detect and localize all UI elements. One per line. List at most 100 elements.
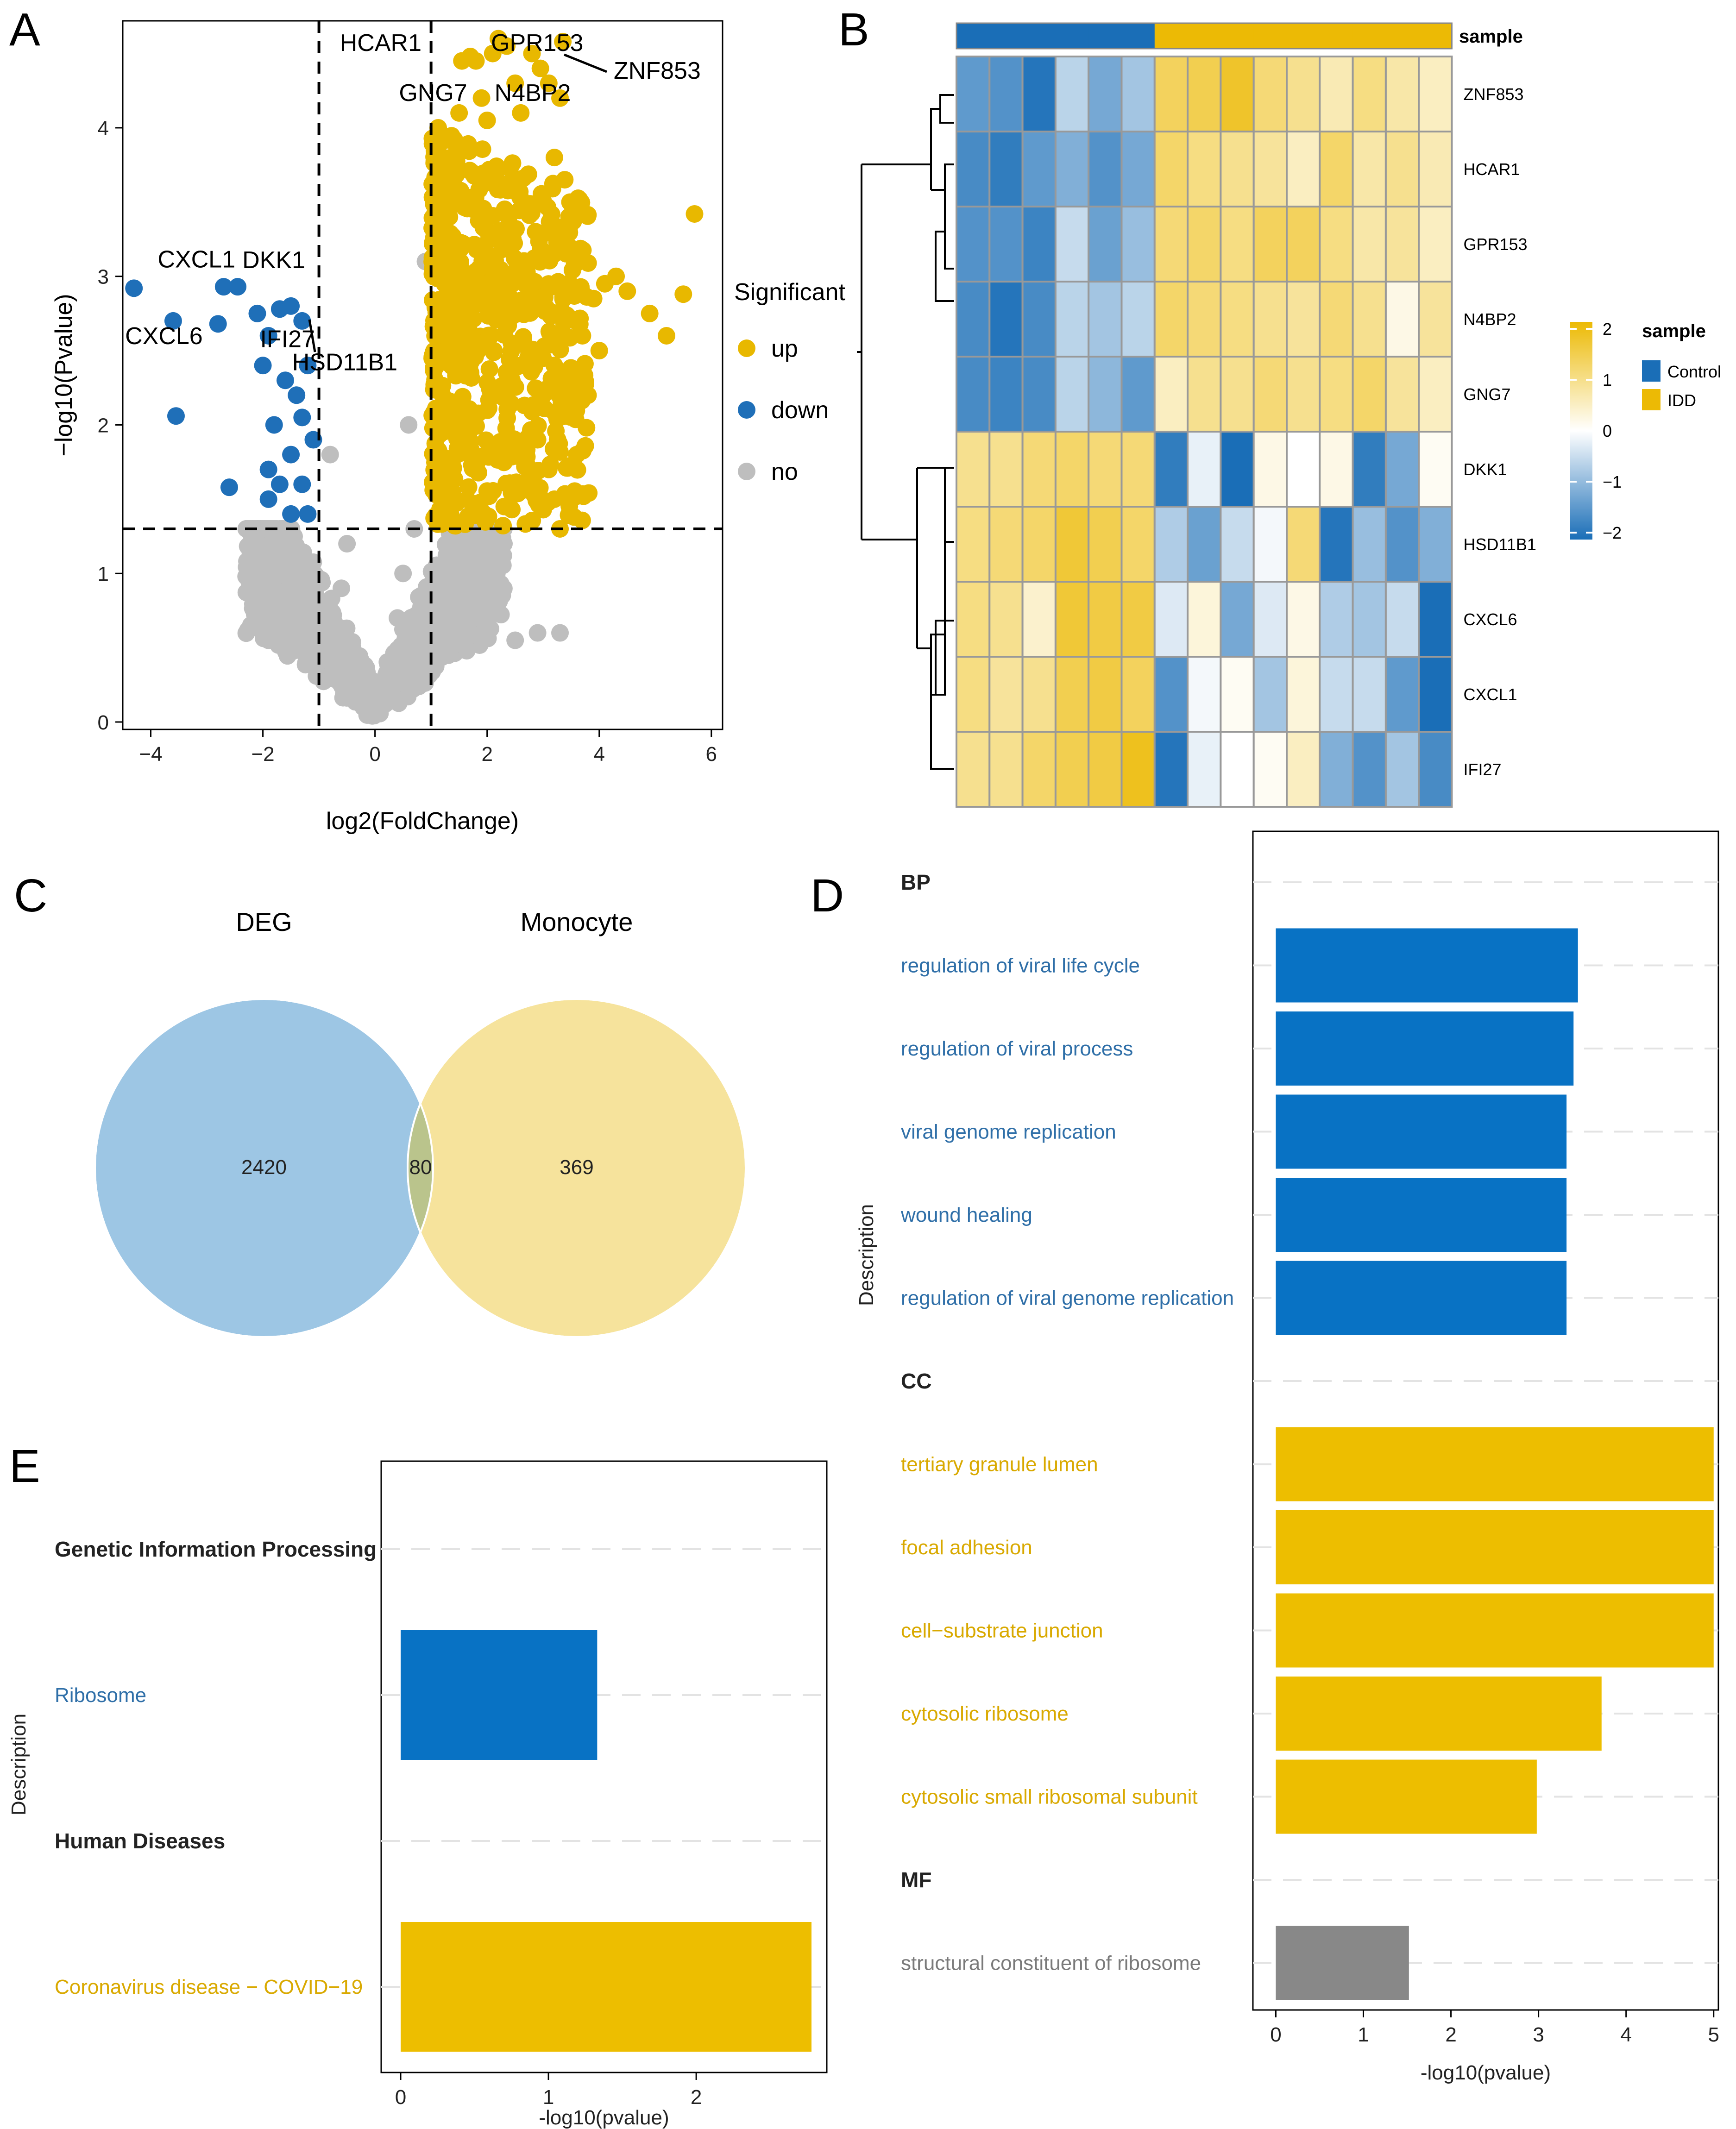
threshold-lines	[123, 21, 723, 729]
heatmap-cell	[1054, 431, 1090, 508]
up-point	[456, 280, 474, 298]
heatmap-cell	[1153, 281, 1189, 358]
heatmap-cell	[1252, 506, 1288, 583]
heatmap-cell	[1088, 656, 1123, 733]
up-point	[480, 360, 498, 378]
heatmap-cell	[1418, 281, 1453, 358]
heatmap-cell	[1286, 581, 1321, 658]
no-point	[470, 592, 488, 610]
up-point	[512, 104, 530, 122]
annotation-cell	[1188, 23, 1221, 49]
up-point	[429, 414, 447, 433]
heatmap-cell	[1088, 356, 1123, 433]
scale-tick-label: 0	[1603, 421, 1612, 440]
down-point	[209, 315, 227, 333]
down-point	[276, 371, 294, 389]
up-point	[540, 460, 558, 478]
heatmap-cell	[1286, 281, 1321, 358]
up-point	[453, 234, 472, 252]
heatmap-cell	[1418, 581, 1453, 658]
up-point	[514, 328, 532, 346]
x-tick-label: 1	[543, 2086, 554, 2109]
up-point	[425, 195, 443, 213]
up-point	[472, 89, 491, 107]
up-point	[545, 149, 563, 167]
up-point	[466, 333, 484, 351]
up-point	[507, 447, 525, 465]
up-point	[525, 249, 543, 267]
heatmap-cell	[1187, 431, 1222, 508]
heatmap-cell	[956, 206, 991, 283]
panel-label-a: A	[9, 4, 40, 56]
heatmap-cell	[1120, 206, 1156, 283]
up-point	[445, 166, 463, 184]
up-point	[434, 307, 453, 325]
no-point	[456, 596, 474, 614]
kegg-y-label: Description	[7, 1714, 30, 1815]
bar	[1276, 1926, 1409, 2000]
annotation-cell	[1320, 23, 1353, 49]
down-point	[214, 278, 233, 296]
heatmap-cell	[1187, 131, 1222, 207]
up-point	[531, 59, 549, 77]
up-point	[573, 327, 591, 345]
row-label: ZNF853	[1464, 85, 1524, 104]
panel-label-b: B	[838, 4, 869, 56]
volcano-legend-title: Significant	[734, 279, 845, 306]
up-point	[423, 234, 441, 252]
bar	[1276, 1178, 1567, 1252]
heatmap-cell	[1120, 731, 1156, 808]
annotation-cell	[1220, 23, 1254, 49]
gene-labels: HCAR1 GPR153 ZNF853 GNG7 N4BP2 CXCL1 DKK1 CXCL6…	[125, 30, 701, 376]
x-tick-label: 0	[369, 743, 380, 766]
heatmap-cell	[1021, 356, 1057, 433]
row-label: CXCL6	[1464, 610, 1517, 629]
up-point	[441, 329, 459, 347]
no-point	[400, 416, 418, 434]
heatmap-cell	[1220, 281, 1255, 358]
legend-up-swatch	[738, 339, 755, 357]
term-label: structural constituent of ribosome	[901, 1952, 1201, 1975]
heatmap-cell	[1187, 356, 1222, 433]
heatmap-cell	[1319, 581, 1354, 658]
no-point	[290, 589, 308, 607]
annotation-cell	[1154, 23, 1188, 49]
heatmap-cell	[1252, 656, 1288, 733]
gene-label: HCAR1	[340, 30, 421, 57]
up-point	[596, 275, 614, 293]
up-point	[560, 224, 579, 242]
row-label: GNG7	[1464, 385, 1511, 404]
go-y-label: Description	[855, 1204, 878, 1306]
up-point	[479, 399, 497, 417]
heatmap-cell	[1187, 656, 1222, 733]
heatmap-cell	[988, 656, 1024, 733]
gene-label: CXCL1	[157, 246, 235, 273]
up-point	[559, 459, 577, 477]
up-point	[568, 252, 586, 270]
no-point	[389, 609, 407, 627]
up-point	[509, 173, 528, 191]
no-point	[333, 579, 351, 597]
heatmap-cell	[1220, 656, 1255, 733]
up-point	[450, 410, 468, 428]
heatmap-cell	[1220, 356, 1255, 433]
bar	[1276, 1427, 1714, 1501]
heatmap-cell	[1352, 656, 1387, 733]
x-tick-label: 4	[593, 743, 604, 766]
heatmap-cell	[1384, 56, 1420, 132]
term-label: cytosolic small ribosomal subunit	[901, 1786, 1198, 1809]
panel-label-e: E	[9, 1440, 40, 1492]
no-point	[305, 565, 323, 583]
gene-label: CXCL6	[125, 323, 203, 350]
up-point	[522, 204, 541, 222]
up-point	[434, 377, 452, 395]
gene-label: ZNF853	[614, 57, 701, 84]
term-label: Coronavirus disease − COVID−19	[55, 1976, 363, 1998]
volcano-y-label: −log10(Pvalue)	[50, 294, 77, 456]
down-point	[282, 505, 300, 523]
up-point	[686, 205, 704, 223]
heatmap-cell	[1418, 731, 1453, 808]
heatmap-cell	[1120, 56, 1156, 132]
bar	[401, 1630, 598, 1760]
